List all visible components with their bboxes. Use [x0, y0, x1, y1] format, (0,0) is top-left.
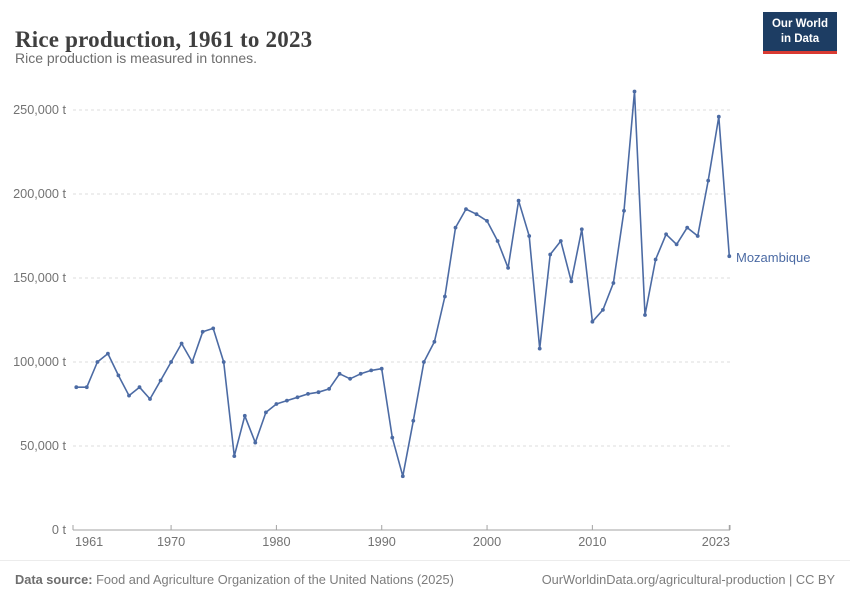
chart-subtitle: Rice production is measured in tonnes. — [15, 50, 258, 66]
data-point[interactable] — [474, 212, 479, 217]
data-source-value: Food and Agriculture Organization of the… — [92, 572, 454, 587]
data-point[interactable] — [179, 341, 184, 346]
data-point[interactable] — [306, 392, 310, 396]
footer-link-license[interactable]: OurWorldinData.org/agricultural-producti… — [541, 572, 835, 587]
data-point[interactable] — [485, 219, 489, 223]
data-point[interactable] — [664, 232, 668, 237]
data-point[interactable] — [685, 225, 690, 230]
chart-canvas[interactable]: 0 t 50,000 t 100,000 t 150,000 t 200,000 t 25… — [0, 0, 850, 558]
y-axis-tick-label: 0 t — [52, 523, 67, 537]
data-point[interactable] — [579, 227, 584, 232]
x-axis-tick-label: 2000 — [473, 535, 501, 549]
data-point[interactable] — [232, 454, 237, 458]
data-point[interactable] — [453, 225, 458, 230]
data-point[interactable] — [727, 254, 732, 259]
data-point[interactable] — [590, 319, 595, 324]
data-point[interactable] — [264, 410, 268, 415]
x-axis-tick-label: 1980 — [262, 535, 290, 549]
data-point[interactable] — [643, 313, 647, 317]
y-axis-tick-label: 100,000 t — [13, 355, 66, 369]
data-point[interactable] — [316, 390, 321, 395]
page-title: Rice production, 1961 to 2023 — [15, 27, 313, 53]
data-point[interactable] — [106, 351, 110, 356]
data-point[interactable] — [369, 368, 374, 373]
data-point[interactable] — [221, 360, 226, 364]
y-axis-tick-label: 250,000 t — [13, 103, 66, 117]
data-point[interactable] — [516, 198, 521, 203]
data-point[interactable] — [622, 208, 626, 213]
data-point[interactable] — [432, 339, 437, 344]
data-point[interactable] — [411, 418, 416, 423]
data-point[interactable] — [495, 239, 500, 243]
data-point[interactable] — [653, 257, 658, 262]
owid-logo[interactable]: Our World in Data — [762, 12, 837, 54]
data-point[interactable] — [127, 393, 131, 398]
data-point[interactable] — [274, 402, 279, 406]
data-point[interactable] — [548, 252, 553, 257]
x-axis-tick-label: 2023 — [702, 535, 730, 549]
data-point[interactable] — [601, 308, 605, 312]
data-source-text: Data source: Food and Agriculture Organi… — [15, 572, 454, 587]
data-point[interactable] — [348, 376, 352, 381]
data-point[interactable] — [295, 395, 300, 400]
data-point[interactable] — [74, 385, 79, 390]
data-point[interactable] — [632, 89, 637, 94]
series-line — [76, 90, 731, 477]
data-point[interactable] — [211, 326, 216, 331]
data-point[interactable] — [358, 371, 363, 376]
data-point[interactable] — [611, 281, 616, 285]
data-point[interactable] — [242, 413, 247, 418]
x-axis-tick-label: 1970 — [157, 535, 185, 549]
data-point[interactable] — [716, 114, 721, 119]
x-axis-tick-label: 2010 — [578, 535, 606, 549]
data-point[interactable] — [84, 385, 89, 390]
y-axis-tick-label: 150,000 t — [13, 271, 66, 285]
x-axis-tick-label: 1990 — [368, 535, 396, 549]
x-axis-tick-label: 1961 — [75, 535, 103, 549]
data-point[interactable] — [558, 239, 563, 243]
data-point[interactable] — [169, 360, 174, 364]
data-point[interactable] — [695, 234, 700, 238]
data-point[interactable] — [464, 207, 468, 212]
data-point[interactable] — [506, 266, 510, 270]
data-point[interactable] — [253, 440, 258, 445]
logo-line-2: in Data — [780, 32, 820, 45]
data-point[interactable] — [337, 371, 342, 376]
data-point[interactable] — [137, 385, 142, 390]
data-point[interactable] — [569, 279, 574, 284]
data-point[interactable] — [400, 474, 405, 479]
data-point[interactable] — [674, 242, 679, 247]
data-point[interactable] — [285, 398, 289, 403]
data-point[interactable] — [390, 435, 395, 440]
data-point[interactable] — [200, 329, 205, 334]
logo-line-1: Our World — [771, 18, 828, 30]
data-point[interactable] — [379, 366, 384, 371]
data-source-label: Data source: — [15, 572, 93, 587]
data-point[interactable] — [148, 397, 152, 401]
data-point[interactable] — [116, 373, 121, 378]
data-point[interactable] — [158, 378, 163, 383]
data-point[interactable] — [422, 360, 426, 364]
y-axis-tick-label: 200,000 t — [13, 187, 66, 201]
data-point[interactable] — [537, 346, 542, 351]
data-point[interactable] — [95, 360, 100, 364]
y-axis-tick-label: 50,000 t — [20, 439, 66, 453]
data-point[interactable] — [327, 387, 331, 391]
data-point[interactable] — [443, 294, 447, 299]
data-point[interactable] — [527, 234, 532, 238]
chart-footer: Data source: Food and Agriculture Organi… — [0, 560, 850, 600]
series-entity-label[interactable]: Mozambique — [736, 250, 811, 265]
data-point[interactable] — [706, 178, 711, 183]
data-point[interactable] — [190, 360, 195, 364]
